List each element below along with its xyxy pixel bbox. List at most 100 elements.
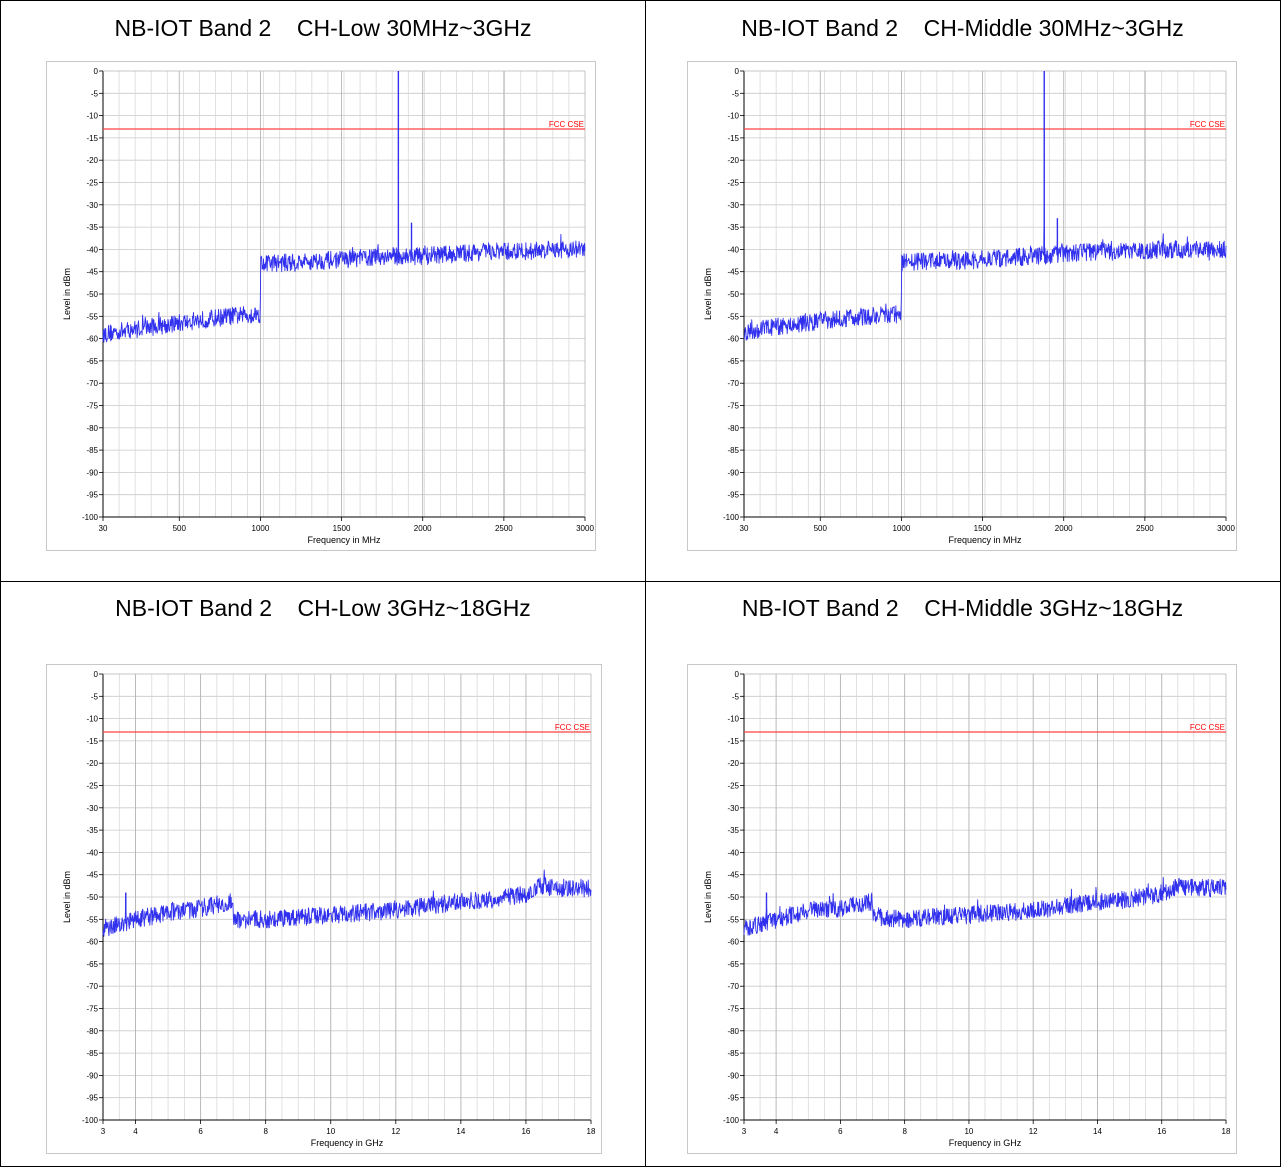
y-axis-title: Level in dBm [703,871,713,923]
x-axis-title: Frequency in GHz [949,1138,1022,1148]
y-tick-label: -45 [86,268,98,277]
y-tick-label: -50 [86,893,98,902]
y-tick-label: -10 [727,112,739,121]
y-tick-label: -90 [727,1071,739,1080]
x-tick-label: 16 [1157,1127,1166,1136]
y-tick-label: -100 [82,1116,99,1125]
y-tick-label: -80 [86,1027,98,1036]
fcc-cse-limit-label: FCC CSE [1190,723,1225,732]
y-tick-label: -30 [86,201,98,210]
y-tick-label: -70 [86,379,98,388]
y-tick-label: -40 [727,245,739,254]
x-tick-label: 1000 [893,524,911,533]
y-tick-label: -5 [91,89,99,98]
y-tick-label: -85 [86,1049,98,1058]
x-tick-label: 12 [1029,1127,1038,1136]
fcc-cse-limit-label: FCC CSE [555,723,590,732]
y-tick-label: -15 [86,134,98,143]
y-tick-label: -60 [86,335,98,344]
x-tick-label: 10 [326,1127,335,1136]
x-tick-label: 6 [838,1127,843,1136]
spectrum-trace [743,209,1227,341]
y-tick-label: -75 [727,1005,739,1014]
y-axis-title: Level in dBm [62,268,72,320]
x-tick-label: 1500 [333,524,351,533]
y-tick-label: -5 [732,692,740,701]
x-tick-label: 2500 [1136,524,1154,533]
y-tick-label: 0 [94,67,99,76]
spectrum-chart-ch-middle-3ghz-18ghz: 0 -5 -10 -15 -20 -25 -30 -35 -40 -45 -50 -55 -60 -65 -… [703,670,1231,1148]
y-tick-label: -30 [727,804,739,813]
y-tick-label: -75 [86,402,98,411]
y-tick-label: -10 [86,112,98,121]
y-tick-label: -55 [727,915,739,924]
x-tick-label: 30 [99,524,108,533]
y-tick-label: -65 [727,357,739,366]
x-tick-label: 16 [521,1127,530,1136]
x-tick-label: 30 [740,524,749,533]
y-tick-label: -45 [727,871,739,880]
x-tick-label: 2000 [414,524,432,533]
y-tick-label: -45 [727,268,739,277]
x-tick-label: 1000 [252,524,270,533]
y-tick-label: -25 [86,179,98,188]
y-tick-label: -75 [727,402,739,411]
y-tick-label: -20 [86,759,98,768]
y-tick-label: -65 [86,960,98,969]
y-tick-label: -55 [86,915,98,924]
chart-frame: 0 -5 -10 -15 -20 -25 -30 -35 -40 -45 -50 -55 -60 -65 -… [46,61,596,551]
x-axis-title: Frequency in MHz [307,535,381,545]
y-tick-label: -90 [727,468,739,477]
y-tick-label: -30 [727,201,739,210]
y-tick-label: -50 [727,893,739,902]
x-tick-label: 500 [173,524,187,533]
y-tick-label: -25 [727,179,739,188]
y-tick-label: -100 [82,513,99,522]
y-tick-label: -90 [86,1071,98,1080]
y-tick-label: -80 [86,424,98,433]
y-tick-label: -45 [86,871,98,880]
y-tick-label: -35 [86,826,98,835]
x-tick-label: 3 [101,1127,106,1136]
y-tick-label: -35 [727,223,739,232]
y-tick-label: -15 [86,737,98,746]
y-tick-label: -50 [727,290,739,299]
y-tick-label: -15 [727,737,739,746]
y-tick-label: -10 [86,715,98,724]
y-tick-label: -95 [727,1094,739,1103]
x-tick-label: 4 [133,1127,138,1136]
spectrum-trace [102,869,592,937]
y-tick-label: -80 [727,1027,739,1036]
chart-frame: 0 -5 -10 -15 -20 -25 -30 -35 -40 -45 -50 -55 -60 -65 -… [46,664,602,1154]
y-tick-label: -5 [91,692,99,701]
chart-frame: 0 -5 -10 -15 -20 -25 -30 -35 -40 -45 -50 -55 -60 -65 -… [687,61,1237,551]
spectrum-chart-ch-low-3ghz-18ghz: 0 -5 -10 -15 -20 -25 -30 -35 -40 -45 -50 -55 -60 -65 -… [62,670,596,1148]
chart-cell-ch-low-30mhz-3ghz: NB-IOT Band 2 CH-Low 30MHz~3GHz 0 -5 -10 -1… [1,1,646,582]
chart-title: NB-IOT Band 2 CH-Middle 30MHz~3GHz [741,15,1184,41]
y-axis-title: Level in dBm [703,268,713,320]
x-tick-label: 6 [198,1127,203,1136]
x-tick-label: 2000 [1055,524,1073,533]
x-tick-label: 500 [814,524,828,533]
x-tick-label: 1500 [974,524,992,533]
spectrum-chart-ch-middle-30mhz-3ghz: 0 -5 -10 -15 -20 -25 -30 -35 -40 -45 -50 -55 -60 -65 -… [703,67,1235,545]
y-tick-label: 0 [94,670,99,679]
x-tick-label: 10 [964,1127,973,1136]
y-tick-label: -40 [86,245,98,254]
y-tick-label: -70 [727,982,739,991]
chart-cell-ch-low-3ghz-18ghz: NB-IOT Band 2 CH-Low 3GHz~18GHz 0 -5 -10 -1… [1,581,646,1167]
y-tick-label: -95 [86,491,98,500]
x-tick-label: 3000 [1217,524,1235,533]
y-tick-label: -75 [86,1005,98,1014]
y-tick-label: -20 [727,156,739,165]
y-tick-label: -20 [86,156,98,165]
x-tick-label: 18 [587,1127,596,1136]
y-tick-label: -55 [86,312,98,321]
x-tick-label: 12 [391,1127,400,1136]
fcc-cse-limit-label: FCC CSE [1190,120,1225,129]
y-tick-label: -95 [727,491,739,500]
fcc-cse-limit-label: FCC CSE [549,120,584,129]
chart-title: NB-IOT Band 2 CH-Middle 3GHz~18GHz [741,595,1184,621]
x-tick-label: 3 [742,1127,747,1136]
y-tick-label: -40 [86,848,98,857]
